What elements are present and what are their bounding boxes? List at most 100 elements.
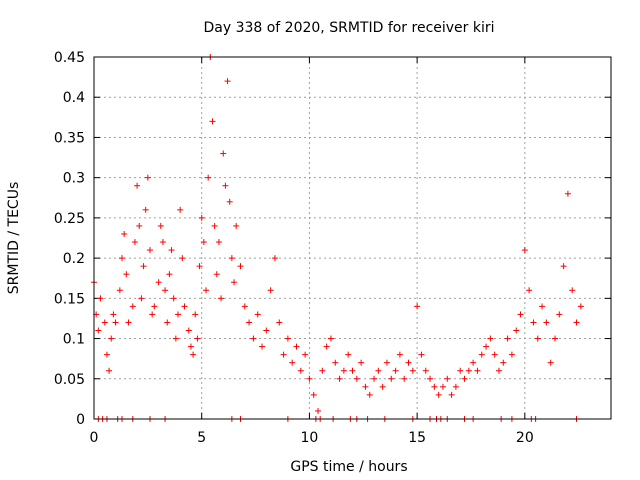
data-point (196, 263, 203, 270)
data-point (136, 222, 143, 229)
data-point (125, 319, 132, 326)
data-point (495, 367, 502, 374)
data-point (179, 255, 186, 262)
data-point (504, 335, 511, 342)
data-point (327, 335, 334, 342)
data-point (166, 271, 173, 278)
data-point (246, 319, 253, 326)
x-tick-label: 20 (516, 430, 534, 446)
data-point (172, 335, 179, 342)
data-point (151, 303, 158, 310)
data-point (101, 319, 108, 326)
data-point (366, 391, 373, 398)
data-point (228, 255, 235, 262)
data-point (439, 383, 446, 390)
data-point (332, 359, 339, 366)
data-point (140, 263, 147, 270)
data-point (521, 247, 528, 254)
data-point (577, 303, 584, 310)
data-point (147, 247, 154, 254)
data-point (144, 174, 151, 181)
data-point (211, 222, 218, 229)
data-point (306, 375, 313, 382)
data-point (478, 351, 485, 358)
data-point (241, 303, 248, 310)
data-point (383, 359, 390, 366)
data-point (231, 279, 238, 286)
data-point (448, 391, 455, 398)
data-point (349, 367, 356, 374)
data-point (164, 319, 171, 326)
data-point (465, 367, 472, 374)
chart-title: Day 338 of 2020, SRMTID for receiver kir… (203, 20, 494, 36)
data-point (267, 287, 274, 294)
data-point (177, 206, 184, 213)
data-point (569, 287, 576, 294)
data-point (379, 383, 386, 390)
data-point (564, 190, 571, 197)
data-point (213, 271, 220, 278)
data-point (431, 383, 438, 390)
data-point (405, 359, 412, 366)
data-point (401, 375, 408, 382)
plot-frame (93, 56, 612, 420)
y-tick-label: 0.15 (54, 291, 85, 307)
data-point (513, 327, 520, 334)
data-point (185, 327, 192, 334)
data-point (336, 375, 343, 382)
data-point (103, 351, 110, 358)
x-tick-label: 15 (408, 430, 426, 446)
data-point (108, 335, 115, 342)
data-point (112, 319, 119, 326)
data-point (157, 222, 164, 229)
data-point (293, 343, 300, 350)
y-axis-label: SRMTID / TECUs (6, 182, 22, 295)
data-point (276, 319, 283, 326)
data-point (170, 295, 177, 302)
data-point (414, 303, 421, 310)
data-point (323, 343, 330, 350)
y-tick-label: 0.25 (54, 211, 85, 227)
data-point (131, 239, 138, 246)
data-point (375, 367, 382, 374)
data-point (526, 287, 533, 294)
data-point (517, 311, 524, 318)
data-point (284, 335, 291, 342)
data-point (435, 391, 442, 398)
data-point (573, 319, 580, 326)
grid (94, 57, 611, 419)
data-point (259, 343, 266, 350)
data-point (138, 295, 145, 302)
data-point (315, 407, 322, 414)
x-tick-label: 0 (90, 430, 99, 446)
data-point (461, 375, 468, 382)
data-point (250, 335, 257, 342)
data-point (106, 367, 113, 374)
data-point (168, 247, 175, 254)
y-tick-label: 0.2 (63, 251, 85, 267)
data-point (203, 287, 210, 294)
data-point (371, 375, 378, 382)
data-point (457, 367, 464, 374)
data-point (263, 327, 270, 334)
data-point (190, 351, 197, 358)
data-point (194, 335, 201, 342)
data-point (220, 150, 227, 157)
data-point (215, 239, 222, 246)
data-point (302, 351, 309, 358)
data-point (226, 198, 233, 205)
data-point (280, 351, 287, 358)
data-point (175, 311, 182, 318)
data-point (500, 359, 507, 366)
data-point (254, 311, 261, 318)
data-point (560, 263, 567, 270)
data-point (110, 311, 117, 318)
data-point (155, 279, 162, 286)
x-tick-label: 5 (197, 430, 206, 446)
y-tick-label: 0.35 (54, 130, 85, 146)
data-point (358, 359, 365, 366)
data-point (271, 255, 278, 262)
data-point (551, 335, 558, 342)
data-point (530, 319, 537, 326)
data-point (97, 295, 104, 302)
